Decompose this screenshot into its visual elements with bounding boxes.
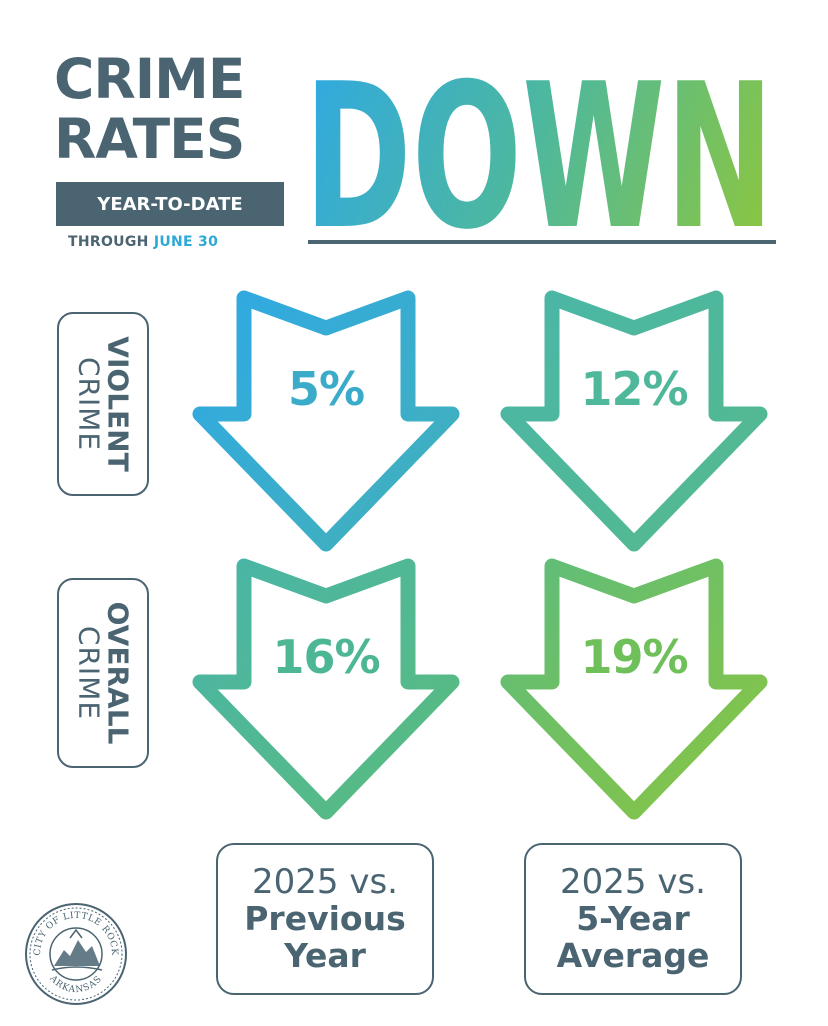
- stat-overall-5yr-average: 19%: [580, 630, 688, 684]
- arrow-violent-previous-year: 5%: [186, 288, 466, 553]
- title-crime: CRIME: [54, 47, 245, 111]
- row-label-overall-bold: OVERALL: [101, 601, 135, 745]
- header-divider: [308, 240, 776, 244]
- column-label-5yr-average: 2025 vs. 5-Year Average: [524, 843, 742, 995]
- row-label-violent-crime: VIOLENT CRIME: [57, 312, 149, 496]
- column-label-previous-line3: Year: [284, 936, 366, 976]
- row-label-violent-normal: CRIME: [72, 356, 105, 452]
- through-date: THROUGH JUNE 30: [68, 234, 218, 250]
- arrow-overall-5yr-average: 19%: [494, 556, 774, 821]
- column-label-previous-year: 2025 vs. Previous Year: [216, 843, 434, 995]
- through-date-value: JUNE 30: [153, 234, 219, 250]
- arrow-overall-previous-year: 16%: [186, 556, 466, 821]
- through-prefix: THROUGH: [68, 234, 149, 250]
- arrow-violent-5yr-average: 12%: [494, 288, 774, 553]
- column-label-5yr-line3: Average: [556, 936, 710, 976]
- down-arrow-icon: [500, 290, 768, 552]
- row-label-overall-crime: OVERALL CRIME: [57, 578, 149, 768]
- down-arrow-icon: [192, 290, 460, 552]
- down-headline: DOWN: [304, 41, 774, 234]
- down-arrow-icon: [500, 558, 768, 820]
- title-rates: RATES: [54, 107, 245, 171]
- stat-overall-previous-year: 16%: [272, 630, 380, 684]
- stat-violent-previous-year: 5%: [287, 362, 365, 416]
- city-seal-icon: CITY OF LITTLE ROCK ARKANSAS: [25, 903, 127, 1005]
- row-label-overall-normal: CRIME: [72, 625, 105, 721]
- down-headline-text: DOWN: [304, 41, 774, 234]
- stat-violent-5yr-average: 12%: [580, 362, 688, 416]
- year-to-date-badge: YEAR-TO-DATE: [56, 182, 284, 226]
- column-label-5yr-line1: 2025 vs.: [560, 862, 706, 902]
- column-label-previous-line2: Previous: [244, 899, 406, 939]
- column-label-previous-line1: 2025 vs.: [252, 862, 398, 902]
- down-arrow-icon: [192, 558, 460, 820]
- column-label-5yr-line2: 5-Year: [576, 899, 690, 939]
- row-label-violent-bold: VIOLENT: [101, 336, 135, 472]
